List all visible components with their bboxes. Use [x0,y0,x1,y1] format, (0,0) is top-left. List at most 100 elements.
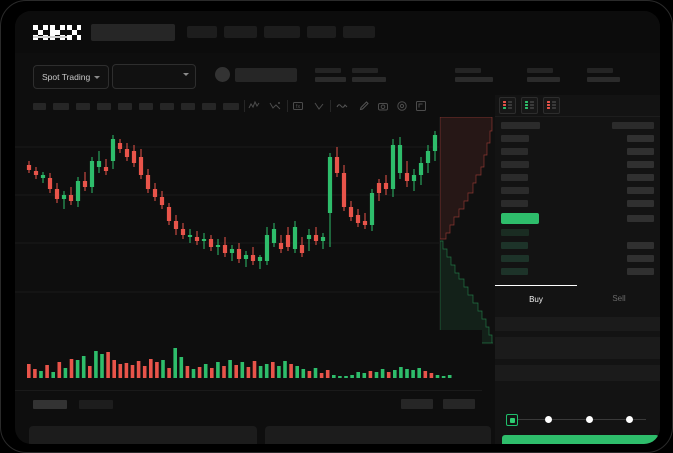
orders-tab-bar [15,390,482,419]
chevron-down-icon [183,73,189,76]
candlestick-chart[interactable] [15,117,482,330]
orderbook-mode-sell-icon[interactable] [543,97,560,114]
pair-avatar-icon [215,67,230,82]
bottom-panel-left[interactable] [29,426,257,444]
orderbook-header-price [501,122,540,129]
stepper-track [511,419,646,420]
last-price-value [235,68,297,82]
chart-canvas [15,129,482,293]
stepper-dot-3[interactable] [586,415,593,423]
stepper-dot-4[interactable] [626,415,633,423]
chevron-down-icon [94,75,101,79]
bottom-action-2[interactable] [443,399,475,409]
bottom-panel-right[interactable] [265,426,491,444]
volume-canvas [27,348,452,378]
stepper-dot-active[interactable] [506,414,518,426]
stat-change-24h [352,68,386,82]
orderbook-ask-row[interactable] [501,187,529,194]
candle-series [26,129,459,269]
order-form-field-1[interactable] [495,317,660,331]
tab-order-history[interactable] [79,400,113,409]
orderbook-ask-amount [627,200,654,207]
orderbook-bid-row[interactable] [501,242,528,249]
bottom-action-1[interactable] [401,399,433,409]
nav-item-2[interactable] [224,26,257,38]
timeframe-9[interactable] [202,103,216,110]
orderbook-ask-row[interactable] [501,161,529,168]
orderbook-mode-toggle-group [499,97,560,114]
alert-icon[interactable]: fx [292,100,304,112]
tab-open-orders[interactable] [33,400,67,409]
tab-sell[interactable]: Sell [612,293,626,303]
camera-icon[interactable] [377,100,389,112]
orderbook-bid-amount [627,268,654,275]
settings-gear-icon[interactable] [396,100,408,112]
stat-volume-24h [587,68,620,82]
search-input[interactable] [91,24,175,41]
orderbook-bid-row[interactable] [501,229,529,236]
stat-high-24h [455,68,493,82]
orderbook-ask-amount [627,148,654,155]
timeframe-2[interactable] [53,103,69,110]
svg-text:fx: fx [296,104,301,110]
timeframe-4[interactable] [97,103,111,110]
trading-pair-select[interactable] [112,64,196,89]
chart-type-icon[interactable] [313,100,325,112]
market-depth-chart[interactable] [439,117,496,345]
onboarding-stepper [495,411,660,429]
orderbook-sidebar: Buy Sell [495,95,660,444]
timeframe-5[interactable] [118,103,132,110]
orderbook-ask-row[interactable] [501,200,528,207]
primary-cta-button[interactable] [502,435,659,444]
orderbook-ask-row[interactable] [501,174,528,181]
fullscreen-icon[interactable] [415,100,427,112]
orderbook-header-amount [612,122,654,129]
nav-item-1[interactable] [187,26,217,38]
orderbook-bid-amount [627,255,654,262]
orderbook-best-amount [627,215,654,222]
timeframe-8[interactable] [181,103,195,110]
order-form-field-2[interactable] [495,337,660,359]
orderbook-ask-amount [627,161,654,168]
buy-sell-tab-group: Buy Sell [495,285,660,311]
orderbook-ask-row[interactable] [501,148,528,155]
toolbar-divider [244,100,245,112]
trading-mode-label: Spot Trading [42,72,91,82]
orderbook-divider [495,116,660,117]
indicator-icon[interactable] [248,100,260,112]
app-screen: Spot Trading fx [15,11,660,444]
orderbook-ask-amount [627,187,654,194]
active-tab-indicator [33,36,67,38]
line-chart-icon[interactable] [336,100,348,112]
stepper-dot-2[interactable] [545,415,552,423]
orderbook-ask-row[interactable] [501,135,529,142]
nav-item-5[interactable] [343,26,375,38]
trading-mode-dropdown[interactable]: Spot Trading [33,65,110,89]
chart-gridlines [15,146,482,293]
okx-logo[interactable] [33,25,81,41]
timeframe-7[interactable] [160,103,174,110]
timeframe-10[interactable] [223,103,239,110]
orderbook-best-price-highlight[interactable] [501,213,539,224]
tab-buy[interactable]: Buy [495,285,577,312]
timeframe-3[interactable] [76,103,90,110]
stat-low-24h [527,68,560,82]
timeframe-6[interactable] [139,103,153,110]
orderbook-bid-row[interactable] [501,268,528,275]
nav-item-3[interactable] [264,26,300,38]
ticker-bar: Spot Trading [15,53,660,95]
order-form-field-3[interactable] [495,365,660,381]
drawing-pencil-icon[interactable] [358,100,370,112]
nav-item-4[interactable] [307,26,336,38]
compare-icon[interactable] [269,100,281,112]
volume-histogram[interactable] [15,330,482,390]
orderbook-ask-amount [627,174,654,181]
timeframe-1[interactable] [33,103,46,110]
orderbook-ask-amount [627,135,654,142]
orderbook-mode-buy-icon[interactable] [521,97,538,114]
orderbook-mode-both-icon[interactable] [499,97,516,114]
orderbook-bid-row[interactable] [501,255,529,262]
toolbar-divider [330,100,331,112]
depth-canvas [440,117,493,344]
